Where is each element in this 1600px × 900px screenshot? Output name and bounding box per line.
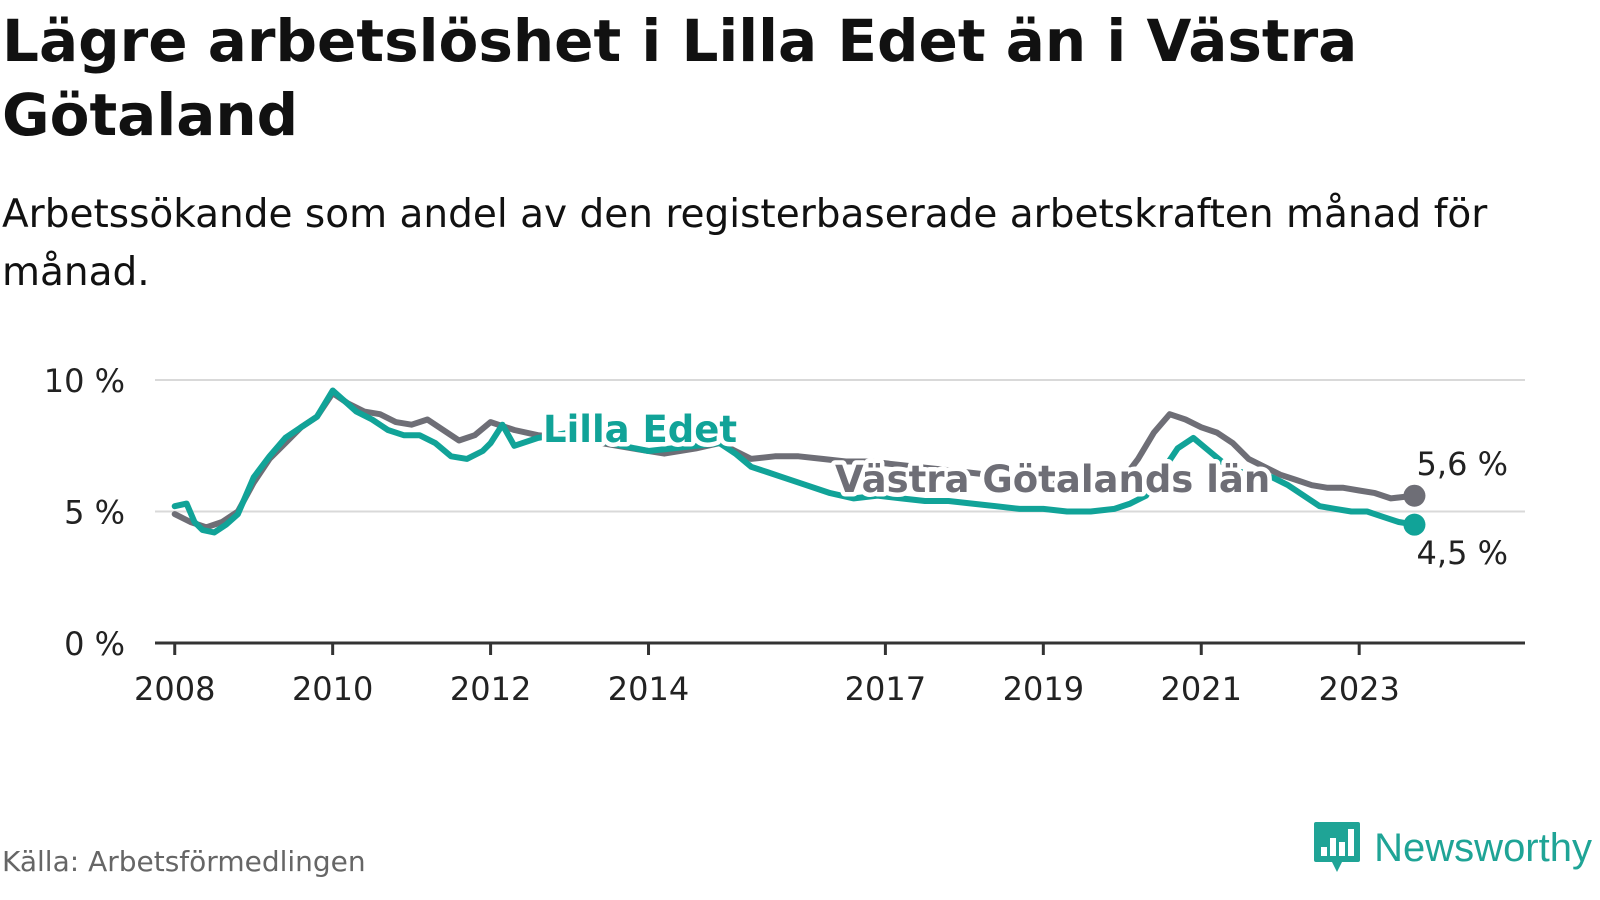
x-tick-label: 2019	[1003, 670, 1084, 708]
series-label-lilla-edet: Lilla Edet	[543, 408, 737, 451]
x-tick-label: 2017	[845, 670, 926, 708]
end-value-label-lilla-edet: 4,5 %	[1417, 534, 1508, 572]
line-chart: Lilla Edet Västra Götalands län 5,6 % 4,5 %…	[44, 362, 1525, 708]
x-tick-label: 2014	[608, 670, 689, 708]
x-tick-label: 2012	[450, 670, 531, 708]
series-line-lilla-edet	[171, 387, 1418, 536]
end-point-lilla-edet	[1403, 513, 1426, 536]
x-tick-label: 2023	[1318, 670, 1399, 708]
newsworthy-logo[interactable]: Newsworthy	[1312, 820, 1592, 876]
chart-subtitle: Arbetssökande som andel av den registerb…	[2, 192, 1488, 295]
x-tick-label: 2008	[134, 670, 215, 708]
bar-chart-logo-icon	[1314, 822, 1361, 872]
y-tick-label: 5 %	[64, 494, 125, 532]
y-tick-label: 0 %	[64, 625, 125, 663]
source-note: Källa: Arbetsförmedlingen	[2, 845, 366, 878]
y-tick-label: 10 %	[44, 362, 125, 400]
end-point-vastra-gotaland	[1403, 484, 1426, 507]
brand-name: Newsworthy	[1374, 825, 1592, 870]
chart-title: Lägre arbetslöshet i Lilla Edet än i Väs…	[2, 7, 1358, 149]
x-tick-label: 2010	[292, 670, 373, 708]
end-value-label-vastra-gotaland: 5,6 %	[1417, 445, 1508, 483]
series-label-vastra-gotaland: Västra Götalands län	[835, 458, 1270, 501]
x-tick-label: 2021	[1161, 670, 1242, 708]
